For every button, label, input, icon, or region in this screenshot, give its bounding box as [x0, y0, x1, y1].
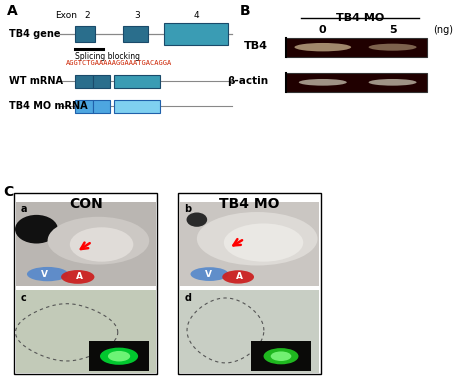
- Ellipse shape: [264, 348, 299, 364]
- Bar: [179, 202, 319, 285]
- Text: TB4 MO: TB4 MO: [219, 197, 280, 211]
- Bar: [14, 193, 157, 374]
- Text: 3: 3: [134, 11, 140, 20]
- Bar: [75, 75, 92, 89]
- Ellipse shape: [299, 79, 347, 86]
- Text: TB4 MO mRNA: TB4 MO mRNA: [9, 101, 88, 111]
- Ellipse shape: [224, 223, 303, 262]
- Ellipse shape: [294, 43, 351, 52]
- Text: 5: 5: [389, 25, 396, 35]
- Text: B: B: [240, 4, 251, 18]
- Bar: [123, 26, 148, 42]
- Text: AGGTCTGAAAAAGGAAATGACAGGA: AGGTCTGAAAAAGGAAATGACAGGA: [66, 60, 173, 66]
- Bar: [75, 26, 95, 42]
- Bar: [92, 75, 109, 89]
- Text: c: c: [20, 293, 27, 303]
- Bar: [286, 73, 428, 92]
- Text: 4: 4: [193, 11, 199, 20]
- Ellipse shape: [108, 351, 130, 361]
- Ellipse shape: [70, 227, 133, 262]
- Bar: [179, 290, 319, 374]
- Text: 2: 2: [84, 11, 90, 20]
- Text: Exon: Exon: [55, 11, 77, 20]
- Text: WT mRNA: WT mRNA: [9, 76, 64, 86]
- Ellipse shape: [27, 267, 68, 281]
- Ellipse shape: [197, 212, 318, 265]
- Ellipse shape: [100, 348, 138, 365]
- Bar: [114, 75, 160, 89]
- Text: V: V: [41, 270, 48, 278]
- Bar: [114, 100, 160, 113]
- Bar: [75, 100, 92, 113]
- Bar: [16, 290, 155, 374]
- Ellipse shape: [47, 217, 149, 264]
- Ellipse shape: [369, 44, 417, 51]
- Ellipse shape: [61, 270, 94, 284]
- Text: CON: CON: [69, 197, 102, 211]
- Text: d: d: [184, 293, 191, 303]
- Text: 0: 0: [319, 25, 327, 35]
- Ellipse shape: [191, 267, 228, 281]
- Text: C: C: [3, 185, 13, 199]
- Bar: [251, 341, 311, 371]
- Text: β-actin: β-actin: [227, 76, 268, 86]
- Text: a: a: [20, 204, 27, 214]
- Text: TB4 gene: TB4 gene: [9, 29, 61, 39]
- Text: TB4 MO: TB4 MO: [336, 13, 384, 23]
- Bar: [286, 37, 428, 57]
- Text: TB4: TB4: [244, 41, 268, 51]
- Bar: [16, 202, 155, 285]
- Ellipse shape: [15, 215, 58, 244]
- Text: Splicing blocking: Splicing blocking: [75, 52, 140, 62]
- Ellipse shape: [187, 212, 207, 227]
- Text: (ng): (ng): [434, 25, 454, 35]
- Text: A: A: [236, 272, 243, 282]
- Bar: [164, 23, 228, 45]
- Text: A: A: [76, 272, 83, 282]
- Ellipse shape: [222, 270, 254, 283]
- Bar: [178, 193, 321, 374]
- Bar: [92, 100, 109, 113]
- Ellipse shape: [369, 79, 417, 86]
- Text: b: b: [184, 204, 191, 214]
- Text: A: A: [7, 4, 18, 18]
- Text: V: V: [204, 270, 211, 278]
- Ellipse shape: [271, 351, 292, 361]
- Bar: [89, 341, 149, 371]
